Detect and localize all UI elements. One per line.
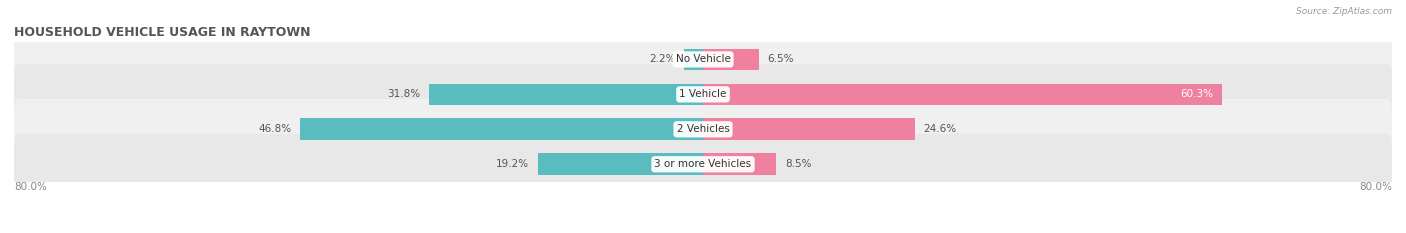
Text: 8.5%: 8.5%	[785, 159, 811, 169]
Text: Source: ZipAtlas.com: Source: ZipAtlas.com	[1296, 7, 1392, 16]
Bar	[703, 84, 1222, 105]
Text: No Vehicle: No Vehicle	[675, 55, 731, 64]
Text: 3 or more Vehicles: 3 or more Vehicles	[654, 159, 752, 169]
FancyBboxPatch shape	[14, 99, 1392, 160]
Bar	[703, 49, 759, 70]
Text: 24.6%: 24.6%	[924, 124, 956, 134]
FancyBboxPatch shape	[14, 134, 1392, 195]
Bar	[703, 118, 915, 140]
Text: HOUSEHOLD VEHICLE USAGE IN RAYTOWN: HOUSEHOLD VEHICLE USAGE IN RAYTOWN	[14, 26, 311, 39]
Bar	[703, 154, 776, 175]
Text: 1 Vehicle: 1 Vehicle	[679, 89, 727, 99]
Bar	[299, 118, 703, 140]
Text: 80.0%: 80.0%	[14, 182, 46, 192]
FancyBboxPatch shape	[14, 29, 1392, 90]
Bar	[429, 84, 703, 105]
Text: 2 Vehicles: 2 Vehicles	[676, 124, 730, 134]
Text: 80.0%: 80.0%	[1360, 182, 1392, 192]
Text: 46.8%: 46.8%	[259, 124, 291, 134]
Text: 6.5%: 6.5%	[768, 55, 794, 64]
Text: 31.8%: 31.8%	[388, 89, 420, 99]
Bar	[537, 154, 703, 175]
Text: 19.2%: 19.2%	[496, 159, 529, 169]
Text: 2.2%: 2.2%	[650, 55, 675, 64]
Text: 60.3%: 60.3%	[1181, 89, 1213, 99]
FancyBboxPatch shape	[14, 64, 1392, 125]
Bar	[685, 49, 703, 70]
